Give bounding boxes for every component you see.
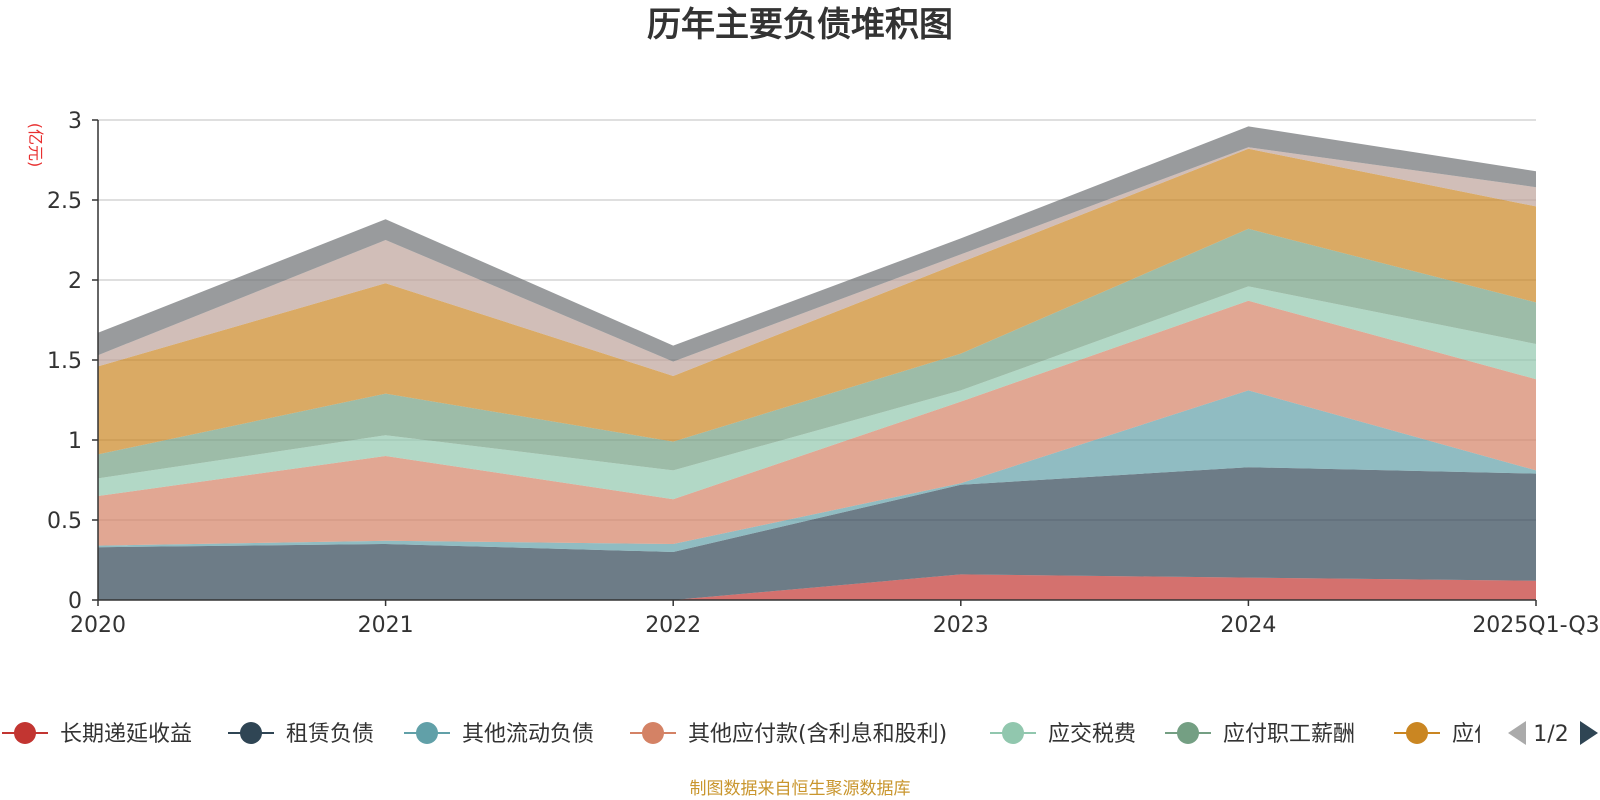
area-7[interactable] [98,148,1536,455]
area-9[interactable] [98,126,1536,362]
legend-marker [1002,722,1024,744]
legend-item[interactable]: 应付 [1394,722,1496,747]
legend-label: 长期递延收益 [60,722,192,747]
y-tick-label: 2.5 [47,189,82,214]
x-tick-label: 2022 [645,613,701,638]
x-tick-label: 2020 [70,613,126,638]
chart-title: 历年主要负债堆积图 [647,5,953,45]
y-tick-label: 1 [68,429,82,454]
legend-marker [642,722,664,744]
y-tick-label: 1.5 [47,349,82,374]
y-tick-label: 0.5 [47,509,82,534]
source-note: 制图数据来自恒生聚源数据库 [690,779,911,799]
legend-marker [1177,722,1199,744]
legend-label: 其他流动负债 [462,722,594,747]
y-tick-label: 0 [68,589,82,614]
legend-item[interactable]: 其他流动负债 [404,722,594,747]
x-tick-label: 2025Q1-Q3 [1472,613,1599,638]
legend-label: 其他应付款(含利息和股利) [688,722,947,747]
legend-marker [14,722,36,744]
legend-item[interactable]: 长期递延收益 [2,722,192,747]
x-tick-label: 2024 [1220,613,1276,638]
legend-label: 应付职工薪酬 [1223,722,1355,747]
legend-marker [1406,722,1428,744]
y-axis-unit: (亿元) [26,123,45,168]
legend-label: 应交税费 [1048,722,1136,747]
x-tick-label: 2023 [933,613,989,638]
axes: 0 0.5 1 1.5 2 2.5 3 2020 2021 2022 2023 2024 2025Q1-… [47,109,1600,638]
area-6[interactable] [98,228,1536,479]
legend-label: 租赁负债 [286,722,374,747]
area-8[interactable] [98,147,1536,376]
legend-marker [240,722,262,744]
legend-pager: 1/2 [1508,721,1598,747]
legend-item[interactable]: 其他应付款(含利息和股利) [630,722,947,747]
legend-item[interactable]: 应交税费 [990,722,1136,747]
area-series-group [98,126,1536,600]
next-page-icon[interactable] [1580,721,1598,745]
y-tick-label: 3 [68,109,82,134]
legend-marker [416,722,438,744]
legend-page-indicator: 1/2 [1533,722,1568,747]
legend-item[interactable]: 应付职工薪酬 [1165,722,1355,747]
legend: 长期递延收益 租赁负债 其他流动负债 其他应付款(含利息和股利) 应交税费 应付职工薪酬 应… [2,722,1496,747]
area-5[interactable] [98,286,1536,500]
area-2[interactable] [98,467,1536,600]
area-4[interactable] [98,300,1536,546]
y-tick-label: 2 [68,269,82,294]
legend-item[interactable]: 租赁负债 [228,722,374,747]
area-3[interactable] [98,390,1536,552]
x-tick-label: 2021 [358,613,414,638]
legend-label: 应付 [1452,722,1496,747]
legend-items: 长期递延收益 租赁负债 其他流动负债 其他应付款(含利息和股利) 应交税费 应付职工薪酬 应… [2,722,1496,747]
prev-page-icon[interactable] [1508,721,1526,745]
